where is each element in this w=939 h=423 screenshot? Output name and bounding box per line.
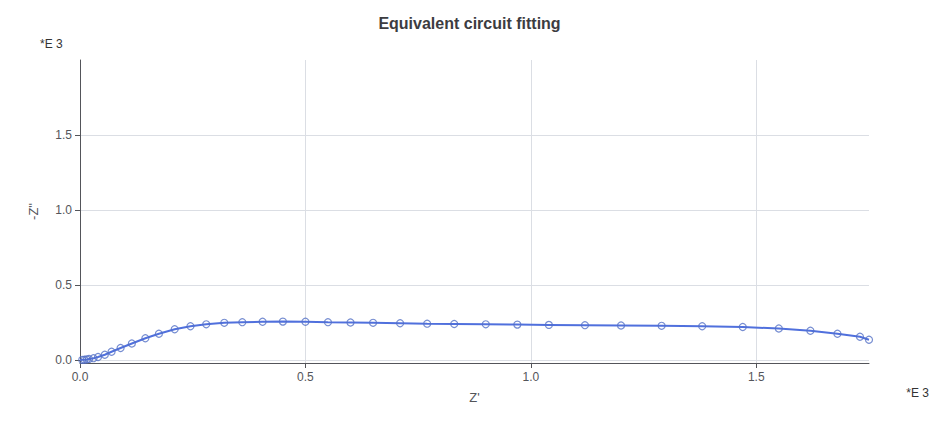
svg-text:Equivalent circuit fitting: Equivalent circuit fitting: [378, 15, 560, 32]
svg-text:-Z": -Z": [26, 203, 41, 220]
svg-text:Z': Z': [469, 390, 479, 405]
svg-text:*E 3: *E 3: [40, 37, 63, 51]
svg-text:0.0: 0.0: [55, 353, 72, 367]
svg-text:1.0: 1.0: [523, 370, 540, 384]
svg-text:0.5: 0.5: [55, 278, 72, 292]
svg-text:0.5: 0.5: [297, 370, 314, 384]
svg-text:0.0: 0.0: [72, 370, 89, 384]
svg-text:1.5: 1.5: [748, 370, 765, 384]
svg-text:1.0: 1.0: [55, 203, 72, 217]
svg-text:1.5: 1.5: [55, 128, 72, 142]
svg-text:*E 3: *E 3: [906, 386, 929, 400]
